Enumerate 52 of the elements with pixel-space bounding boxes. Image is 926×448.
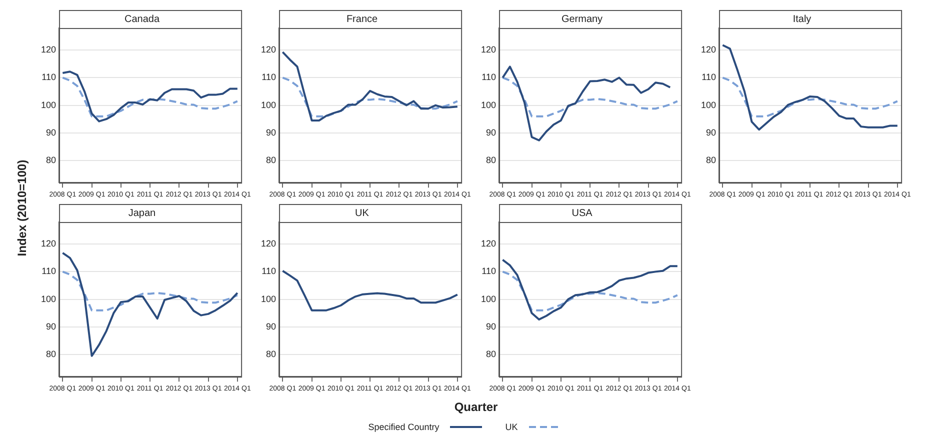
chart-title: USA	[572, 208, 593, 219]
y-tick-label: 90	[706, 127, 716, 138]
chart-title: Germany	[561, 14, 603, 25]
y-tick-label: 120	[260, 44, 276, 55]
y-tick-label: 120	[480, 238, 496, 249]
y-tick-label: 120	[260, 238, 276, 249]
y-tick-label: 100	[480, 294, 496, 304]
y-tick-label: 90	[46, 127, 56, 138]
y-tick-label: 90	[486, 321, 496, 332]
y-tick-label: 80	[706, 155, 716, 165]
y-tick-label: 110	[42, 72, 56, 82]
y-tick-label: 90	[486, 127, 496, 138]
chart-title: UK	[355, 208, 370, 219]
y-tick-label: 110	[42, 266, 56, 276]
y-tick-label: 120	[40, 44, 56, 55]
x-axis-title: Quarter	[453, 400, 499, 414]
line-series	[62, 76, 238, 118]
line-series	[722, 76, 898, 118]
chart-title: Japan	[128, 208, 156, 219]
y-tick-label: 80	[46, 349, 56, 359]
y-tick-label: 80	[486, 155, 496, 165]
y-tick-label: 90	[266, 127, 276, 138]
y-tick-label: 90	[46, 321, 56, 332]
y-tick-label: 120	[40, 238, 56, 249]
y-tick-label: 110	[262, 266, 276, 276]
line-series	[282, 76, 458, 118]
y-tick-label: 100	[480, 100, 496, 110]
y-tick-label: 120	[700, 44, 716, 55]
y-tick-label: 80	[486, 349, 496, 359]
y-tick-label: 80	[266, 349, 276, 359]
y-axis-title: Index (2010=100)	[15, 160, 29, 256]
y-tick-label: 100	[260, 294, 276, 304]
legend-label: Specified Country	[368, 422, 440, 432]
chart-title: France	[346, 14, 378, 25]
y-tick-label: 100	[260, 100, 276, 110]
y-tick-label: 90	[266, 321, 276, 332]
y-tick-label: 80	[266, 155, 276, 165]
y-tick-label: 120	[480, 44, 496, 55]
chart-title: Canada	[124, 14, 160, 25]
line-series	[62, 270, 238, 312]
y-tick-label: 110	[482, 266, 496, 276]
chart-title: Italy	[792, 14, 812, 25]
line-series	[502, 270, 678, 312]
y-tick-label: 100	[700, 100, 716, 110]
y-tick-label: 100	[40, 294, 56, 304]
legend-label: UK	[505, 422, 518, 432]
y-tick-label: 110	[262, 72, 276, 82]
line-series	[502, 76, 678, 118]
y-tick-label: 80	[46, 155, 56, 165]
y-tick-label: 100	[40, 100, 56, 110]
y-tick-label: 110	[702, 72, 716, 82]
y-tick-label: 110	[482, 72, 496, 82]
